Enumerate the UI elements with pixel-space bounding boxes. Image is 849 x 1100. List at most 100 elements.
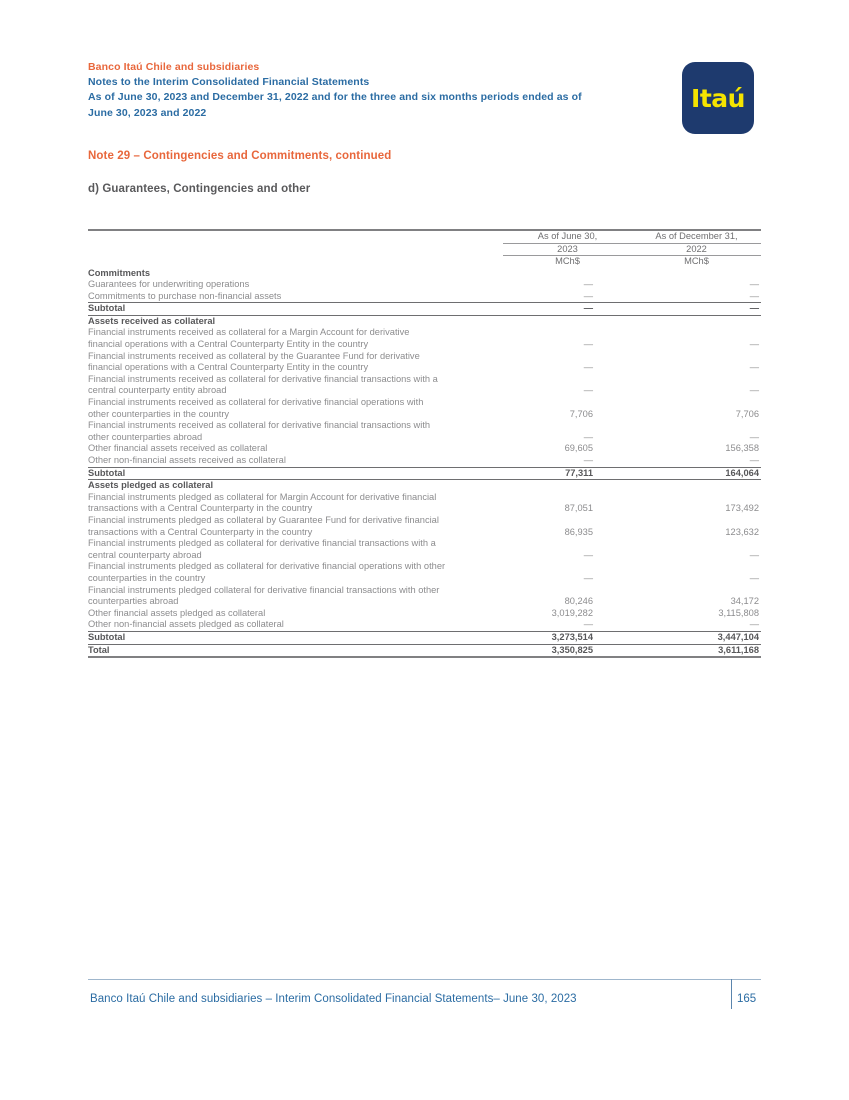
row-value-col-2: 156,358 — [725, 443, 759, 454]
column-header-1-period: As of June 30, — [503, 231, 632, 244]
row-value-col-1 — [503, 268, 632, 280]
table-row: Financial instruments received as collat… — [88, 327, 761, 350]
itau-logo-text: Itaú — [691, 83, 745, 113]
note-title: Note 29 – Contingencies and Commitments,… — [88, 150, 392, 162]
row-label: Financial instruments pledged as collate… — [88, 561, 446, 583]
itau-logo: Itaú — [682, 62, 754, 134]
column-header-1-year: 2023 — [503, 243, 632, 256]
column-header-2-unit: MCh$ — [684, 256, 709, 266]
header-label-spacer — [88, 231, 503, 243]
row-label: Other non-financial assets received as c… — [88, 455, 286, 465]
row-value-col-2: 123,632 — [725, 526, 759, 537]
row-value-col-2: 3,115,808 — [718, 607, 759, 618]
row-value-col-2: — — [749, 572, 759, 583]
row-label: Total — [88, 644, 503, 659]
column-header-2-year: 2022 — [632, 243, 761, 256]
row-value-col-2: — — [749, 431, 759, 442]
guarantees-contingencies-table: As of June 30, As of December 31, 2023 2… — [88, 229, 761, 659]
row-label: Financial instruments pledged as collate… — [88, 538, 436, 560]
table-row: Other financial assets pledged as collat… — [88, 608, 761, 620]
footer-page-divider — [731, 979, 732, 1009]
document-header: Banco Itaú Chile and subsidiaries Notes … — [88, 60, 668, 121]
row-value-col-2: — — [749, 290, 759, 301]
row-label: Subtotal — [88, 302, 503, 316]
row-label: Other non-financial assets pledged as co… — [88, 619, 284, 630]
table-header-row-year: 2023 2022 — [88, 243, 761, 256]
row-value-col-1: 87,051 — [564, 503, 593, 514]
table-header-row-period: As of June 30, As of December 31, — [88, 231, 761, 244]
row-value-col-2: 3,447,104 — [632, 630, 761, 645]
row-value-col-2: — — [749, 455, 759, 465]
row-value-col-2: — — [749, 385, 759, 396]
row-value-col-1: — — [583, 385, 593, 396]
row-label: Subtotal — [88, 466, 503, 481]
table-row: Guarantees for underwriting operations — — — [88, 279, 761, 291]
table-section-header-row: Commitments — [88, 268, 761, 280]
row-value-col-1: 3,273,514 — [503, 630, 632, 645]
table-row: Financial instruments pledged collateral… — [88, 585, 761, 608]
row-value-col-1 — [503, 315, 632, 327]
header-period-line-1: As of June 30, 2023 and December 31, 202… — [88, 91, 582, 104]
table-row: Financial instruments received as collat… — [88, 397, 761, 420]
row-value-col-2: — — [749, 279, 759, 290]
row-value-col-1 — [503, 480, 632, 492]
column-header-1-unit: MCh$ — [555, 256, 580, 266]
table-row: Financial instruments received as collat… — [88, 374, 761, 397]
table-row: Other financial assets received as colla… — [88, 443, 761, 455]
row-value-col-2: 34,172 — [730, 596, 759, 607]
row-value-col-2: — — [749, 362, 759, 373]
table-section-header-row: Assets received as collateral — [88, 315, 761, 327]
row-value-col-2 — [632, 315, 761, 327]
table-subtotal-row: Subtotal 77,311 164,064 — [88, 466, 761, 481]
table-section-header-row: Assets pledged as collateral — [88, 480, 761, 492]
row-value-col-1: — — [583, 362, 593, 373]
header-label-spacer-year — [88, 243, 503, 256]
row-value-col-1: — — [583, 549, 593, 560]
column-header-2-period: As of December 31, — [632, 231, 761, 244]
row-label: Financial instruments pledged collateral… — [88, 584, 440, 607]
row-value-col-1: — — [503, 302, 632, 316]
row-value-col-1: — — [583, 279, 593, 290]
header-company-name: Banco Itaú Chile and subsidiaries — [88, 61, 260, 73]
financial-table-container: As of June 30, As of December 31, 2023 2… — [88, 229, 761, 659]
row-label: Subtotal — [88, 630, 503, 645]
row-label: Financial instruments received as collat… — [88, 327, 410, 350]
table-header-row-unit: MCh$ MCh$ — [88, 256, 761, 268]
footer-rule — [88, 979, 761, 980]
row-value-col-2: 173,492 — [725, 503, 759, 514]
row-value-col-2: — — [749, 619, 759, 630]
table-row: Financial instruments pledged as collate… — [88, 515, 761, 538]
row-value-col-1: 86,935 — [564, 526, 593, 537]
table-body: Commitments Guarantees for underwriting o… — [88, 268, 761, 659]
table-row: Financial instruments pledged as collate… — [88, 492, 761, 515]
row-label: Assets pledged as collateral — [88, 480, 214, 491]
table-header: As of June 30, As of December 31, 2023 2… — [88, 229, 761, 268]
row-value-col-1: 77,311 — [503, 466, 632, 481]
row-value-col-2: 164,064 — [632, 466, 761, 481]
row-label: Guarantees for underwriting operations — [88, 279, 250, 290]
row-value-col-2: 3,611,168 — [632, 644, 761, 659]
row-value-col-2 — [632, 480, 761, 492]
table-subtotal-row: Subtotal 3,273,514 3,447,104 — [88, 630, 761, 645]
row-value-col-1: — — [583, 619, 593, 630]
row-label: Assets received as collateral — [88, 315, 216, 326]
row-label: Financial instruments pledged as collate… — [88, 514, 439, 537]
row-label: Commitments — [88, 267, 150, 278]
row-value-col-2: — — [632, 302, 761, 316]
row-value-col-2: — — [749, 339, 759, 350]
row-label: Other financial assets pledged as collat… — [88, 607, 266, 618]
table-row: Financial instruments pledged as collate… — [88, 538, 761, 561]
table-row: Financial instruments received as collat… — [88, 420, 761, 443]
footer-text: Banco Itaú Chile and subsidiaries – Inte… — [90, 993, 577, 1005]
table-subtotal-row: Subtotal — — — [88, 302, 761, 316]
header-period-line-2: June 30, 2023 and 2022 — [88, 106, 207, 119]
row-label: Financial instruments received as collat… — [88, 350, 420, 373]
row-value-col-1: — — [583, 339, 593, 350]
row-value-col-2: — — [749, 549, 759, 560]
row-value-col-1: 3,350,825 — [503, 644, 632, 659]
row-label: Financial instruments received as collat… — [88, 420, 431, 442]
subsection-title: d) Guarantees, Contingencies and other — [88, 183, 311, 195]
row-value-col-1: — — [583, 290, 593, 301]
row-value-col-2 — [632, 268, 761, 280]
